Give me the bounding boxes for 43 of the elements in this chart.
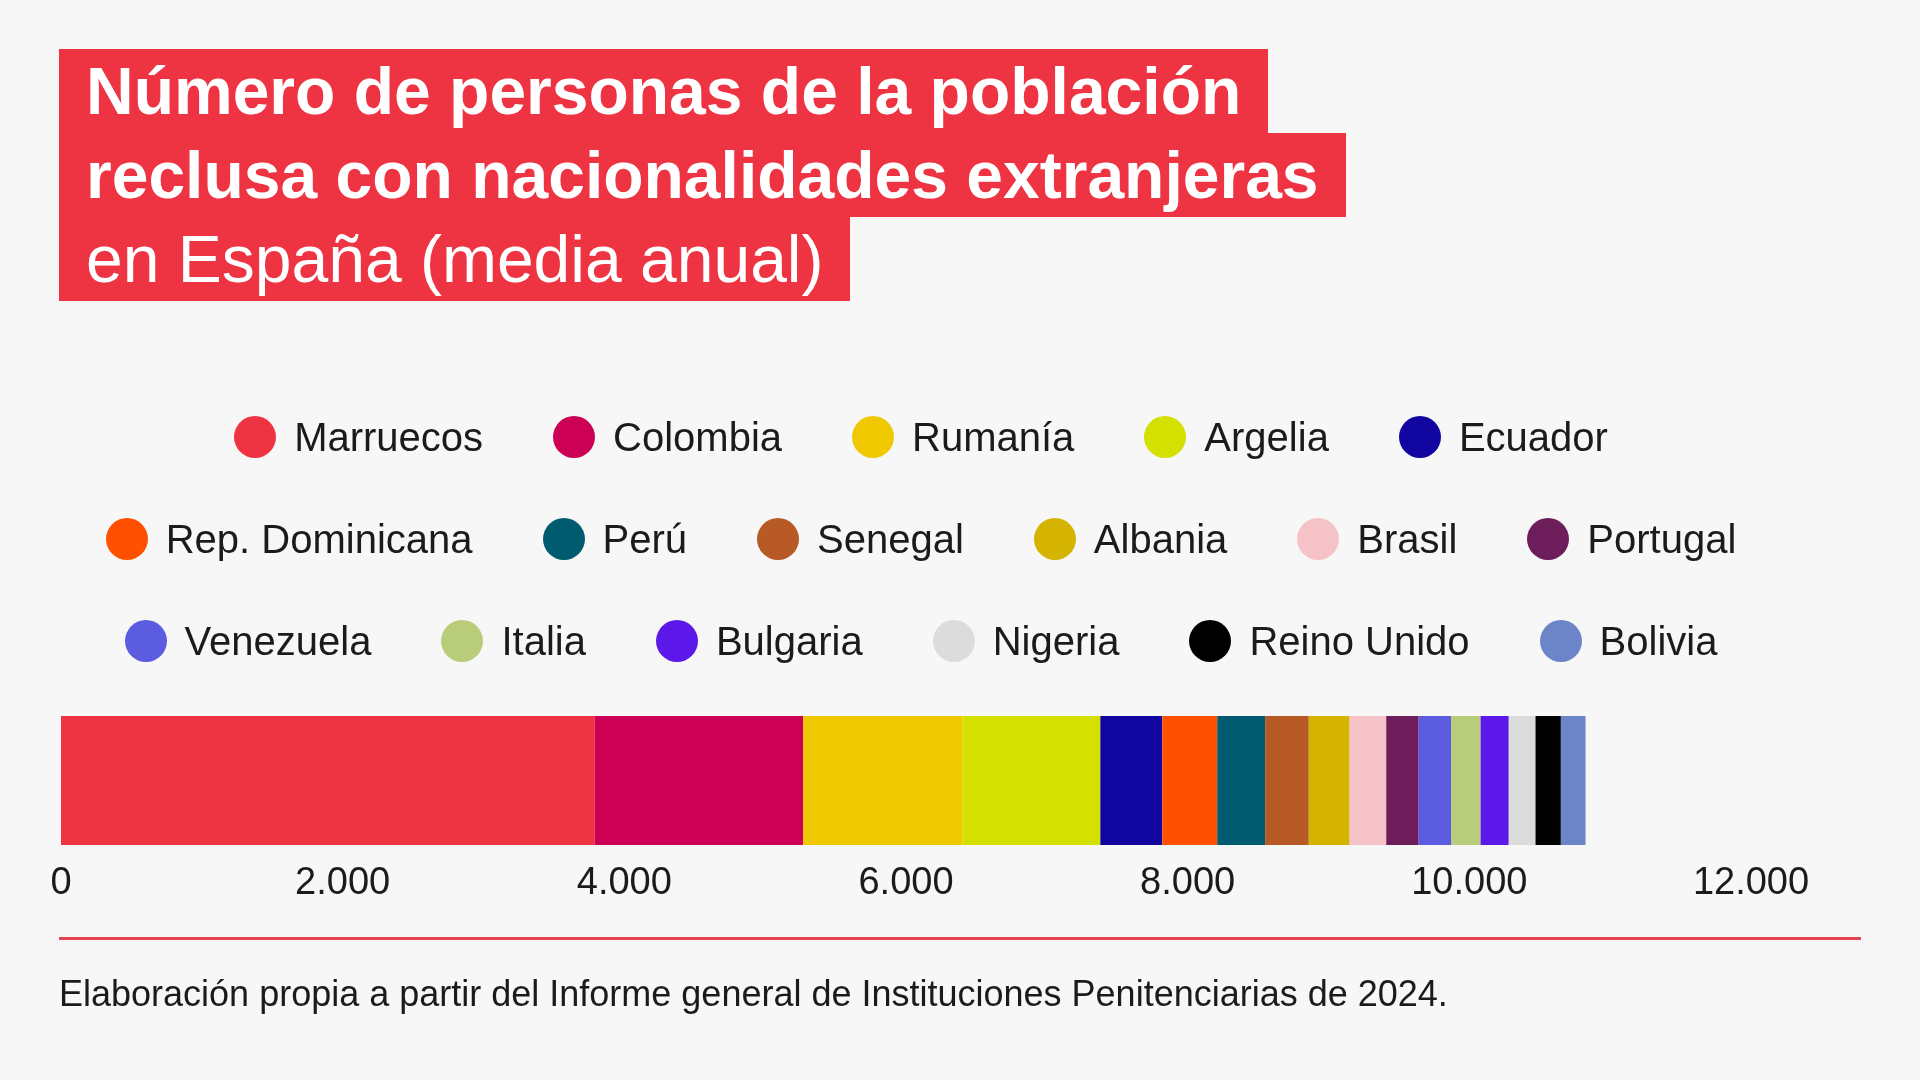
bar [1386,716,1419,845]
bar [1480,716,1509,845]
legend-label: Argelia [1204,414,1329,460]
bar [1451,716,1481,845]
legend-label: Italia [501,618,586,664]
bar [1265,716,1309,845]
legend-label: Bulgaria [715,618,863,664]
bar [962,716,1101,845]
x-tick-label: 6.000 [858,859,954,902]
legend-label: Portugal [1587,516,1737,562]
x-tick-label: 10.000 [1411,859,1528,902]
bar [1508,716,1536,845]
chart-subtitle: en España (media anual) [59,217,851,301]
legend-label: Senegal [817,516,964,562]
x-tick-label: 2.000 [295,859,391,902]
bar [1100,716,1163,845]
bar [61,716,595,845]
bar [594,716,804,845]
legend-label: Marruecos [294,414,484,460]
bar [1162,716,1218,845]
x-tick-label: 0 [50,859,72,902]
bar [1560,716,1586,845]
legend-label: Bolivia [1599,618,1718,664]
bar [1418,716,1452,845]
legend-label: Rumanía [912,414,1075,460]
text: Elaboración propia a partir del Informe general de Instituciones Penitenciarias de 2024. [59,973,1448,1014]
bar [1349,716,1387,845]
legend-label: Ecuador [1458,414,1608,460]
bar [1217,716,1266,845]
bar [803,716,963,845]
legend-label: Albania [1093,516,1228,562]
bar [1535,716,1561,845]
legend-label: Reino Unido [1249,618,1470,664]
x-tick-label: 4.000 [576,859,672,902]
x-tick-label: 12.000 [1692,859,1810,902]
bar [1308,716,1350,845]
x-tick-label: 8.000 [1140,859,1236,902]
legend-label: Nigeria [992,618,1120,664]
legend-label: Colombia [613,414,783,460]
legend-label: Brasil [1357,516,1458,562]
legend-label: Venezuela [184,618,372,664]
legend-label: Perú [602,516,688,562]
legend-label: Rep. Dominicana [165,516,473,562]
